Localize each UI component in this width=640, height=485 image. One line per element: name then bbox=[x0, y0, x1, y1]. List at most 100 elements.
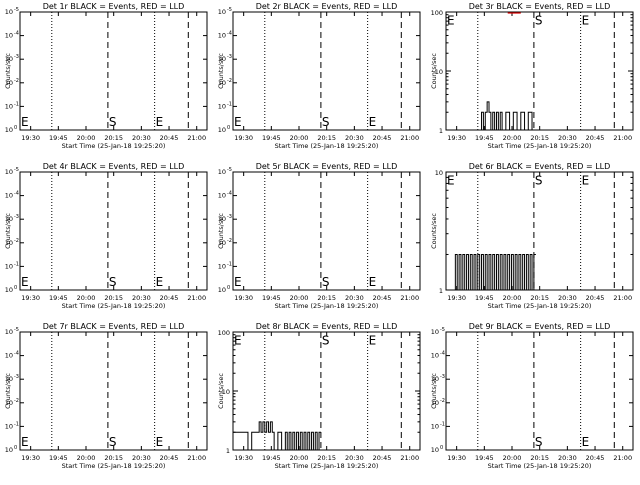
x-tick-label: 20:30 bbox=[345, 454, 364, 462]
x-tick-label: 19:45 bbox=[475, 134, 494, 142]
y-tick-exponent: 0 bbox=[14, 285, 17, 291]
y-tick-label: 10 bbox=[5, 422, 13, 430]
x-tick-label: 21:00 bbox=[187, 454, 206, 462]
y-tick-exponent: -5 bbox=[227, 167, 232, 173]
y-axis-label: Counts/sec bbox=[430, 373, 438, 409]
y-tick-label: 10 bbox=[218, 215, 226, 223]
x-tick-label: 20:00 bbox=[77, 294, 96, 302]
y-tick-exponent: -1 bbox=[227, 101, 232, 107]
y-tick-label: 10 bbox=[218, 32, 226, 40]
y-tick-label: 10 bbox=[222, 388, 230, 396]
x-tick-label: 20:45 bbox=[586, 294, 605, 302]
y-tick-label: 10 bbox=[5, 239, 13, 247]
panel-4: Det 4r BLACK = Events, RED = LLD Counts/s… bbox=[4, 162, 208, 310]
marker-e: E bbox=[21, 115, 29, 129]
x-tick-label: 20:45 bbox=[373, 454, 392, 462]
y-tick-label: 10 bbox=[218, 126, 226, 134]
y-tick-exponent: -1 bbox=[14, 421, 19, 427]
panel-title: Det 7r BLACK = Events, RED = LLD bbox=[43, 322, 185, 331]
x-axis-label: Start Time (25-Jan-18 19:25:20) bbox=[275, 142, 379, 150]
x-tick-label: 20:00 bbox=[290, 134, 309, 142]
x-tick-label: 20:30 bbox=[132, 294, 151, 302]
y-tick-exponent: -1 bbox=[14, 261, 19, 267]
plot-frame bbox=[445, 331, 634, 451]
x-tick-label: 20:45 bbox=[373, 294, 392, 302]
y-tick-label: 10 bbox=[5, 446, 13, 454]
x-tick-label: 19:30 bbox=[447, 134, 466, 142]
panel-title: Det 4r BLACK = Events, RED = LLD bbox=[43, 162, 185, 171]
y-tick-label: 10 bbox=[5, 8, 13, 16]
y-axis-label: Counts/sec bbox=[217, 213, 225, 249]
y-tick-exponent: 0 bbox=[227, 125, 230, 131]
marker-e: E bbox=[582, 13, 590, 27]
y-tick-label: 10 bbox=[218, 192, 226, 200]
x-tick-label: 19:30 bbox=[21, 294, 40, 302]
y-tick-label: 10 bbox=[5, 126, 13, 134]
marker-e: E bbox=[234, 115, 242, 129]
x-tick-label: 20:00 bbox=[503, 454, 522, 462]
y-tick-label: 10 bbox=[5, 375, 13, 383]
y-axis-label: Counts/sec bbox=[430, 213, 438, 249]
x-tick-label: 20:15 bbox=[317, 294, 336, 302]
marker-s: S bbox=[322, 333, 330, 347]
panel-title: Det 2r BLACK = Events, RED = LLD bbox=[256, 2, 398, 11]
x-tick-label: 19:45 bbox=[475, 454, 494, 462]
y-axis-label: Counts/sec bbox=[217, 53, 225, 89]
marker-s: S bbox=[535, 173, 543, 187]
y-tick-label: 10 bbox=[431, 375, 439, 383]
marker-e: E bbox=[582, 173, 590, 187]
marker-e: E bbox=[369, 333, 377, 347]
y-tick-label: 10 bbox=[5, 328, 13, 336]
x-tick-label: 19:45 bbox=[49, 454, 68, 462]
x-tick-label: 19:30 bbox=[21, 454, 40, 462]
y-tick-label: 10 bbox=[431, 352, 439, 360]
y-tick-label: 10 bbox=[5, 286, 13, 294]
y-tick-exponent: -4 bbox=[227, 191, 232, 197]
marker-s: S bbox=[322, 275, 330, 289]
y-tick-exponent: -4 bbox=[227, 31, 232, 37]
y-tick-exponent: 0 bbox=[440, 445, 443, 451]
x-tick-label: 20:15 bbox=[530, 294, 549, 302]
x-tick-label: 20:45 bbox=[373, 134, 392, 142]
marker-e: E bbox=[582, 435, 590, 449]
x-tick-label: 20:30 bbox=[132, 134, 151, 142]
x-tick-label: 19:30 bbox=[21, 134, 40, 142]
plot-frame bbox=[232, 171, 421, 291]
x-tick-label: 20:00 bbox=[290, 454, 309, 462]
y-tick-exponent: -3 bbox=[440, 374, 445, 380]
y-tick-exponent: -4 bbox=[14, 191, 19, 197]
events-series bbox=[232, 421, 322, 451]
marker-s: S bbox=[109, 435, 117, 449]
x-tick-label: 19:30 bbox=[234, 134, 253, 142]
y-tick-label: 10 bbox=[5, 79, 13, 87]
y-tick-exponent: -1 bbox=[14, 101, 19, 107]
y-tick-exponent: 0 bbox=[14, 445, 17, 451]
marker-s: S bbox=[109, 275, 117, 289]
x-tick-label: 20:15 bbox=[530, 454, 549, 462]
y-tick-label: 100 bbox=[431, 9, 443, 17]
y-tick-label: 10 bbox=[5, 399, 13, 407]
y-tick-exponent: -1 bbox=[440, 421, 445, 427]
x-tick-label: 20:45 bbox=[586, 454, 605, 462]
panel-title: Det 9r BLACK = Events, RED = LLD bbox=[469, 322, 611, 331]
y-tick-label: 10 bbox=[435, 169, 443, 177]
x-tick-label: 21:00 bbox=[613, 294, 632, 302]
x-tick-label: 19:30 bbox=[447, 294, 466, 302]
events-series bbox=[453, 253, 536, 291]
y-tick-exponent: -3 bbox=[227, 54, 232, 60]
x-tick-label: 19:30 bbox=[234, 454, 253, 462]
panel-title: Det 6r BLACK = Events, RED = LLD bbox=[469, 162, 611, 171]
y-tick-label: 10 bbox=[5, 262, 13, 270]
marker-s: S bbox=[109, 115, 117, 129]
y-tick-exponent: -5 bbox=[14, 327, 19, 333]
plot-frame bbox=[19, 331, 208, 451]
marker-e: E bbox=[369, 115, 377, 129]
y-tick-exponent: -2 bbox=[14, 78, 19, 84]
y-tick-label: 10 bbox=[218, 239, 226, 247]
y-tick-label: 10 bbox=[5, 168, 13, 176]
marker-s: S bbox=[535, 435, 543, 449]
y-tick-exponent: -2 bbox=[14, 398, 19, 404]
y-tick-label: 1 bbox=[439, 287, 443, 295]
